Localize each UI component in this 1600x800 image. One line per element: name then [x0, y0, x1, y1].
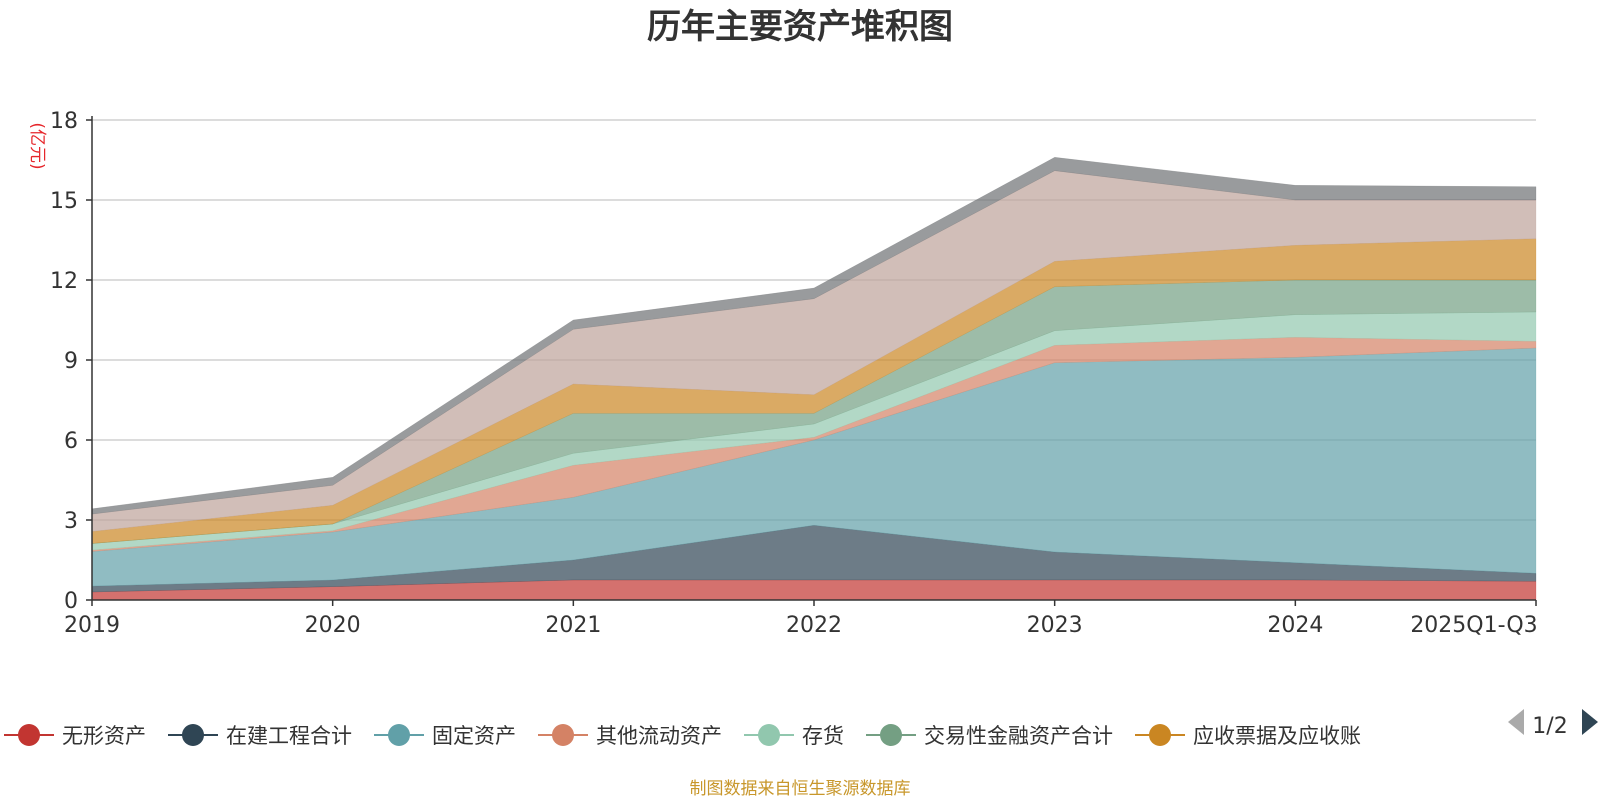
x-tick-label: 2022 — [786, 613, 842, 638]
legend-prev-page-icon[interactable] — [1508, 709, 1524, 735]
legend: 无形资产 在建工程合计 固定资产 其他流动资产 存货 交易性金融资产合计 应收票据及应收账 — [4, 724, 1361, 748]
legend-item-label: 交易性金融资产合计 — [924, 724, 1113, 748]
legend-circle-marker — [388, 724, 410, 746]
area-series — [91, 347, 1537, 587]
legend-item-label: 其他流动资产 — [596, 724, 722, 748]
x-tick-label: 2025Q1-Q3 — [1410, 613, 1537, 638]
legend-next-page-icon[interactable] — [1582, 709, 1598, 735]
area-series — [91, 337, 1537, 552]
legend-circle-marker — [18, 724, 40, 746]
legend-circle-marker — [880, 724, 902, 746]
legend-item[interactable]: 其他流动资产 — [538, 724, 722, 748]
y-tick-label: 6 — [64, 429, 78, 454]
x-tick-label: 2024 — [1267, 613, 1323, 638]
y-tick-label: 0 — [64, 589, 78, 614]
x-tick-label: 2019 — [64, 613, 120, 638]
x-tick-label: 2020 — [305, 613, 361, 638]
y-tick-label: 15 — [50, 189, 78, 214]
legend-item-label: 应收票据及应收账 — [1193, 724, 1361, 748]
y-axis-unit-label: (亿元) — [27, 122, 47, 169]
legend-item[interactable]: 存货 — [744, 724, 844, 748]
legend-item-label: 固定资产 — [432, 724, 516, 748]
legend-item[interactable]: 交易性金融资产合计 — [866, 724, 1113, 748]
legend-circle-marker — [758, 724, 780, 746]
legend-item[interactable]: 在建工程合计 — [168, 724, 352, 748]
legend-item[interactable]: 应收票据及应收账 — [1135, 724, 1361, 748]
data-source-note: 制图数据来自恒生聚源数据库 — [690, 779, 911, 799]
area-series — [91, 170, 1537, 532]
legend-pager: 1/2 — [1508, 709, 1598, 739]
legend-circle-marker — [1149, 724, 1171, 746]
legend-item-label: 在建工程合计 — [226, 724, 352, 748]
legend-circle-marker — [552, 724, 574, 746]
legend-page-indicator: 1/2 — [1532, 714, 1567, 739]
legend-item-label: 存货 — [802, 724, 844, 748]
area-series — [91, 157, 1537, 515]
y-tick-label: 9 — [64, 349, 78, 374]
chart-title: 历年主要资产堆积图 — [647, 7, 953, 47]
y-tick-label: 3 — [64, 509, 78, 534]
y-tick-label: 18 — [50, 109, 78, 134]
legend-item-label: 无形资产 — [62, 724, 146, 748]
area-series — [91, 238, 1537, 544]
area-series — [91, 525, 1537, 593]
legend-item[interactable]: 无形资产 — [4, 724, 146, 748]
legend-item[interactable]: 固定资产 — [374, 724, 516, 748]
axes: 0 3 6 9 12 15 18 2019 2020 2021 2022 2023 2024 2025Q1… — [50, 109, 1538, 638]
area-series-group — [91, 157, 1537, 601]
x-tick-label: 2021 — [545, 613, 601, 638]
legend-circle-marker — [182, 724, 204, 746]
y-tick-label: 12 — [50, 269, 78, 294]
x-tick-label: 2023 — [1027, 613, 1083, 638]
